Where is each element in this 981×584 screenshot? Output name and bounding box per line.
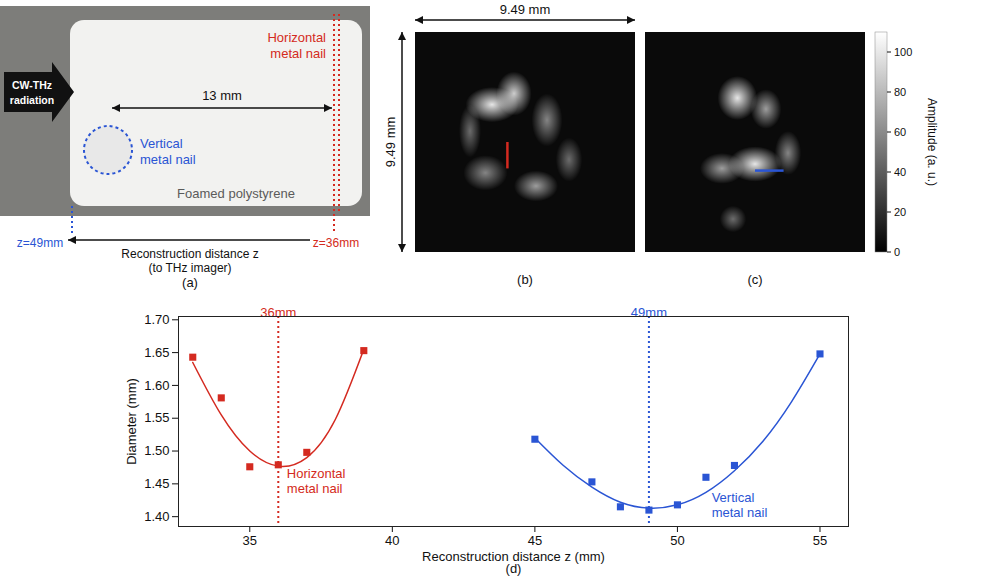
svg-text:50: 50 [670,533,684,548]
svg-text:Horizontalmetal nail: Horizontalmetal nail [287,466,346,496]
svg-text:1.70: 1.70 [144,312,169,327]
svg-text:40: 40 [385,533,399,548]
svg-text:z=36mm: z=36mm [313,236,359,250]
svg-text:z=49mm: z=49mm [17,236,63,250]
svg-text:Foamed polystyrene: Foamed polystyrene [177,186,295,201]
svg-text:9.49 mm: 9.49 mm [500,2,551,17]
svg-text:1.55: 1.55 [144,410,169,425]
svg-text:(to THz imager): (to THz imager) [148,261,231,275]
svg-text:80: 80 [894,86,906,98]
svg-text:1.50: 1.50 [144,443,169,458]
svg-text:1.40: 1.40 [144,509,169,524]
svg-text:9.49 mm: 9.49 mm [383,117,398,168]
svg-text:49mm: 49mm [631,305,667,320]
svg-text:20: 20 [894,206,906,218]
svg-text:(a): (a) [182,275,198,290]
svg-text:1.60: 1.60 [144,378,169,393]
svg-text:100: 100 [894,46,912,58]
svg-text:35: 35 [243,533,257,548]
svg-text:55: 55 [813,533,827,548]
svg-text:60: 60 [894,126,906,138]
svg-text:Amplitude (a. u.): Amplitude (a. u.) [925,98,939,186]
svg-text:CW-THz: CW-THz [12,79,52,91]
svg-text:45: 45 [528,533,542,548]
svg-text:Diameter (mm): Diameter (mm) [124,378,139,465]
svg-text:(b): (b) [517,272,533,287]
svg-text:(d): (d) [506,561,522,576]
svg-text:Horizontal: Horizontal [267,30,326,45]
svg-text:Reconstruction distance z: Reconstruction distance z [121,247,258,261]
svg-text:Reconstruction distance z (mm): Reconstruction distance z (mm) [422,548,605,564]
svg-text:metal nail: metal nail [270,46,326,61]
svg-text:(c): (c) [747,272,762,287]
svg-text:13 mm: 13 mm [202,88,242,103]
svg-text:36mm: 36mm [260,305,296,320]
svg-text:1.65: 1.65 [144,345,169,360]
svg-text:Verticalmetal nail: Verticalmetal nail [712,490,768,520]
svg-text:40: 40 [894,166,906,178]
svg-text:0: 0 [894,246,900,258]
svg-text:radiation: radiation [10,94,54,106]
svg-text:Vertical: Vertical [140,136,183,151]
svg-text:metal nail: metal nail [140,152,196,167]
svg-text:1.45: 1.45 [144,476,169,491]
